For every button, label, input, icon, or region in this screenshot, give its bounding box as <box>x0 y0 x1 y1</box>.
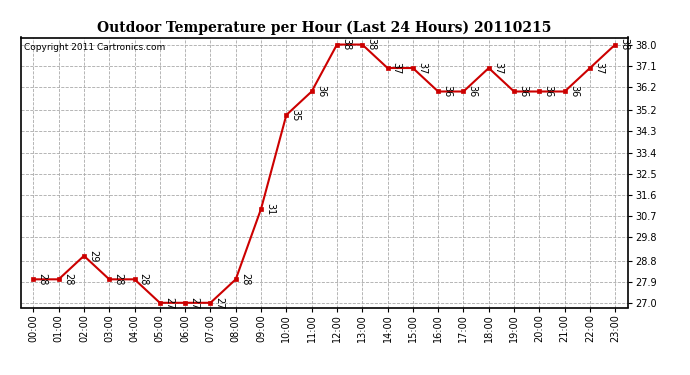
Text: 36: 36 <box>316 86 326 98</box>
Text: 38: 38 <box>341 38 351 51</box>
Text: 37: 37 <box>594 62 604 74</box>
Text: 37: 37 <box>417 62 427 74</box>
Text: 28: 28 <box>240 273 250 285</box>
Text: 28: 28 <box>63 273 73 285</box>
Text: 36: 36 <box>442 86 453 98</box>
Text: 31: 31 <box>265 203 275 215</box>
Text: 27: 27 <box>215 297 225 309</box>
Text: 37: 37 <box>493 62 503 74</box>
Text: 28: 28 <box>139 273 149 285</box>
Text: 38: 38 <box>620 38 629 51</box>
Text: 28: 28 <box>37 273 48 285</box>
Text: 36: 36 <box>518 86 529 98</box>
Text: 36: 36 <box>544 86 553 98</box>
Text: 28: 28 <box>113 273 124 285</box>
Text: 35: 35 <box>290 109 301 121</box>
Text: 36: 36 <box>468 86 477 98</box>
Text: 37: 37 <box>392 62 402 74</box>
Text: 29: 29 <box>88 250 98 262</box>
Text: 38: 38 <box>366 38 377 51</box>
Title: Outdoor Temperature per Hour (Last 24 Hours) 20110215: Outdoor Temperature per Hour (Last 24 Ho… <box>97 21 551 35</box>
Text: 36: 36 <box>569 86 579 98</box>
Text: Copyright 2011 Cartronics.com: Copyright 2011 Cartronics.com <box>23 43 165 52</box>
Text: 27: 27 <box>164 297 174 309</box>
Text: 27: 27 <box>189 297 199 309</box>
